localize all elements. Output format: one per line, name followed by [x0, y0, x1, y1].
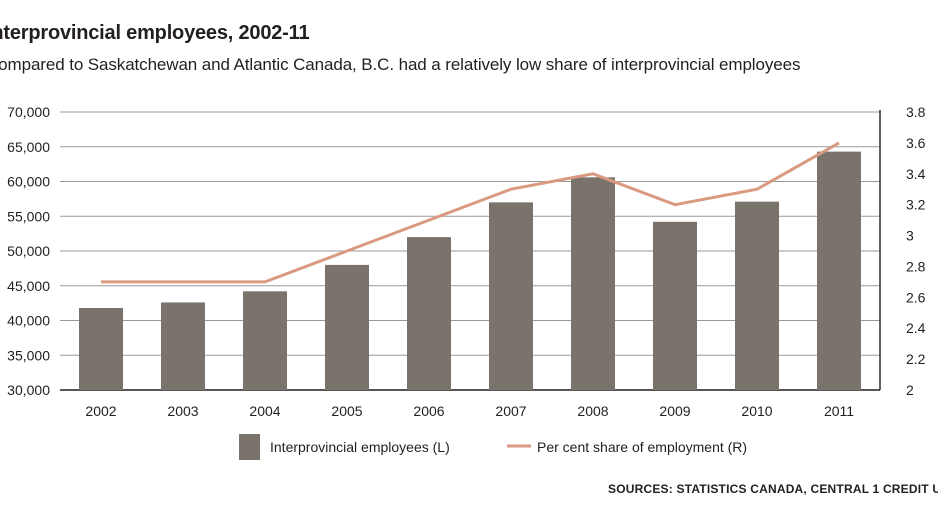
x-tick-label: 2007: [495, 403, 526, 419]
left-tick-label: 40,000: [7, 313, 50, 329]
x-tick-label: 2011: [824, 403, 854, 419]
legend-bar-swatch: [239, 434, 260, 460]
x-tick-label: 2006: [413, 403, 444, 419]
x-tick-label: 2005: [331, 403, 362, 419]
legend: Interprovincial employees (L) Per cent s…: [239, 434, 747, 460]
bar-2002: [79, 307, 123, 390]
right-axis-ticks: 2 2.2 2.4 2.6 2.8 3 3.2 3.4 3.6 3.8: [906, 104, 926, 398]
chart-title: Interprovincial employees, 2002-11: [0, 22, 310, 44]
right-tick-label: 2.2: [906, 351, 926, 367]
right-tick-label: 3.6: [906, 135, 926, 151]
bar-2007: [489, 202, 533, 390]
right-tick-label: 2.6: [906, 289, 926, 305]
x-tick-label: 2010: [741, 403, 772, 419]
x-axis-ticks: 2002 2003 2004 2005 2006 2007 2008 2009 2010 2011: [85, 403, 854, 419]
line-series: [100, 141, 840, 284]
right-tick-label: 3.4: [906, 166, 926, 182]
right-tick-label: 2: [906, 382, 914, 398]
bar-2004: [243, 291, 287, 390]
share-line: [101, 141, 840, 284]
left-tick-label: 30,000: [7, 382, 50, 398]
chart-subtitle: Compared to Saskatchewan and Atlantic Ca…: [0, 55, 801, 74]
legend-line-label: Per cent share of employment (R): [537, 439, 747, 455]
bar-series: [79, 151, 861, 390]
bar-2003: [161, 302, 205, 390]
right-tick-label: 2.4: [906, 320, 926, 336]
x-tick-label: 2008: [577, 403, 608, 419]
right-tick-label: 3.8: [906, 104, 926, 120]
left-tick-label: 50,000: [7, 243, 50, 259]
bar-2010: [735, 201, 779, 390]
left-tick-label: 60,000: [7, 174, 50, 190]
right-tick-label: 3: [906, 228, 914, 244]
left-tick-label: 65,000: [7, 139, 50, 155]
bar-2008: [571, 177, 615, 390]
bar-2006: [407, 237, 451, 390]
x-tick-label: 2004: [249, 403, 280, 419]
legend-bar-label: Interprovincial employees (L): [270, 439, 450, 455]
left-tick-label: 55,000: [7, 208, 50, 224]
right-tick-label: 2.8: [906, 258, 926, 274]
source-note: SOURCES: STATISTICS CANADA, CENTRAL 1 CR…: [608, 482, 938, 496]
bar-2011: [817, 151, 861, 390]
bar-2005: [325, 264, 369, 390]
x-tick-label: 2003: [167, 403, 198, 419]
left-axis-ticks: 30,000 35,000 40,000 45,000 50,000 55,000 60,0…: [7, 104, 50, 398]
left-tick-label: 70,000: [7, 104, 50, 120]
left-tick-label: 45,000: [7, 278, 50, 294]
left-tick-label: 35,000: [7, 347, 50, 363]
bar-2009: [653, 221, 697, 390]
x-tick-label: 2009: [659, 403, 690, 419]
x-tick-label: 2002: [85, 403, 116, 419]
right-tick-label: 3.2: [906, 197, 926, 213]
